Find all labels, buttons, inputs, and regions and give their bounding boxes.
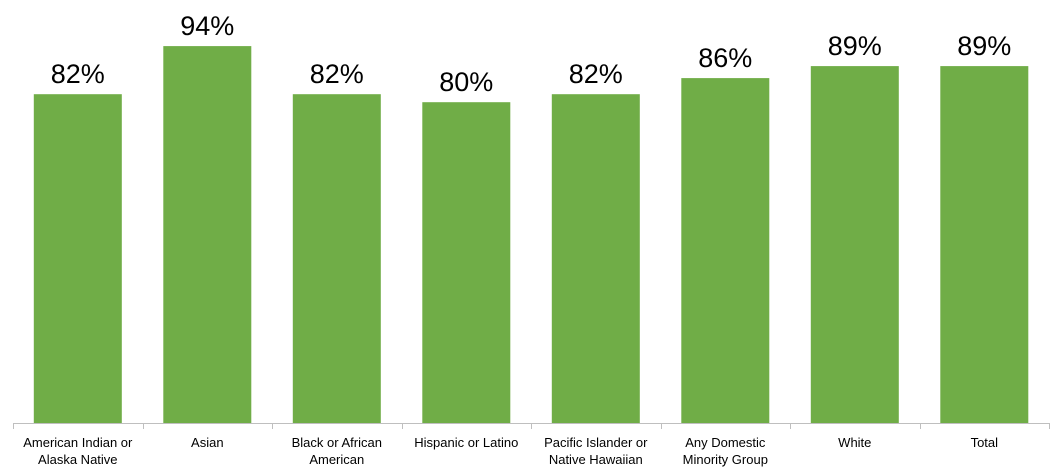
value-label-6: 89% <box>828 31 882 61</box>
category-label-line: Total <box>971 435 999 450</box>
category-labels-group: American Indian or Alaska Native Asian Blac… <box>23 435 998 467</box>
category-label-0: American Indian or Alaska Native <box>23 435 133 467</box>
value-labels-group: 82% 94% 82% 80% 82% 86% 89% 89% <box>51 11 1012 97</box>
category-label-line: Alaska Native <box>38 452 117 467</box>
category-label-line: American <box>309 452 364 467</box>
bar-5 <box>681 78 770 423</box>
bar-2 <box>292 94 381 423</box>
bar-6 <box>810 66 899 423</box>
category-label-line: Pacific Islander or <box>544 435 648 450</box>
x-axis <box>13 423 1050 429</box>
value-label-7: 89% <box>957 31 1011 61</box>
category-label-7: Total <box>971 435 999 450</box>
value-label-5: 86% <box>698 43 752 73</box>
value-label-1: 94% <box>180 11 234 41</box>
bars-group <box>33 46 1029 423</box>
category-label-1: Asian <box>191 435 224 450</box>
category-label-line: Native Hawaiian <box>549 452 643 467</box>
value-label-2: 82% <box>310 59 364 89</box>
bar-3 <box>422 102 511 423</box>
category-label-line: Any Domestic <box>685 435 766 450</box>
category-label-4: Pacific Islander or Native Hawaiian <box>544 435 648 467</box>
bar-0 <box>33 94 122 423</box>
category-label-3: Hispanic or Latino <box>414 435 518 450</box>
value-label-0: 82% <box>51 59 105 89</box>
bar-4 <box>551 94 640 423</box>
bar-7 <box>940 66 1029 423</box>
category-label-line: White <box>838 435 871 450</box>
value-label-4: 82% <box>569 59 623 89</box>
category-label-line: Asian <box>191 435 224 450</box>
bar-1 <box>163 46 252 423</box>
category-label-line: Hispanic or Latino <box>414 435 518 450</box>
category-label-5: Any Domestic Minority Group <box>683 435 768 467</box>
category-label-line: Minority Group <box>683 452 768 467</box>
category-label-line: Black or African <box>292 435 382 450</box>
category-label-2: Black or African American <box>292 435 382 467</box>
value-label-3: 80% <box>439 67 493 97</box>
category-label-6: White <box>838 435 871 450</box>
category-label-line: American Indian or <box>23 435 133 450</box>
